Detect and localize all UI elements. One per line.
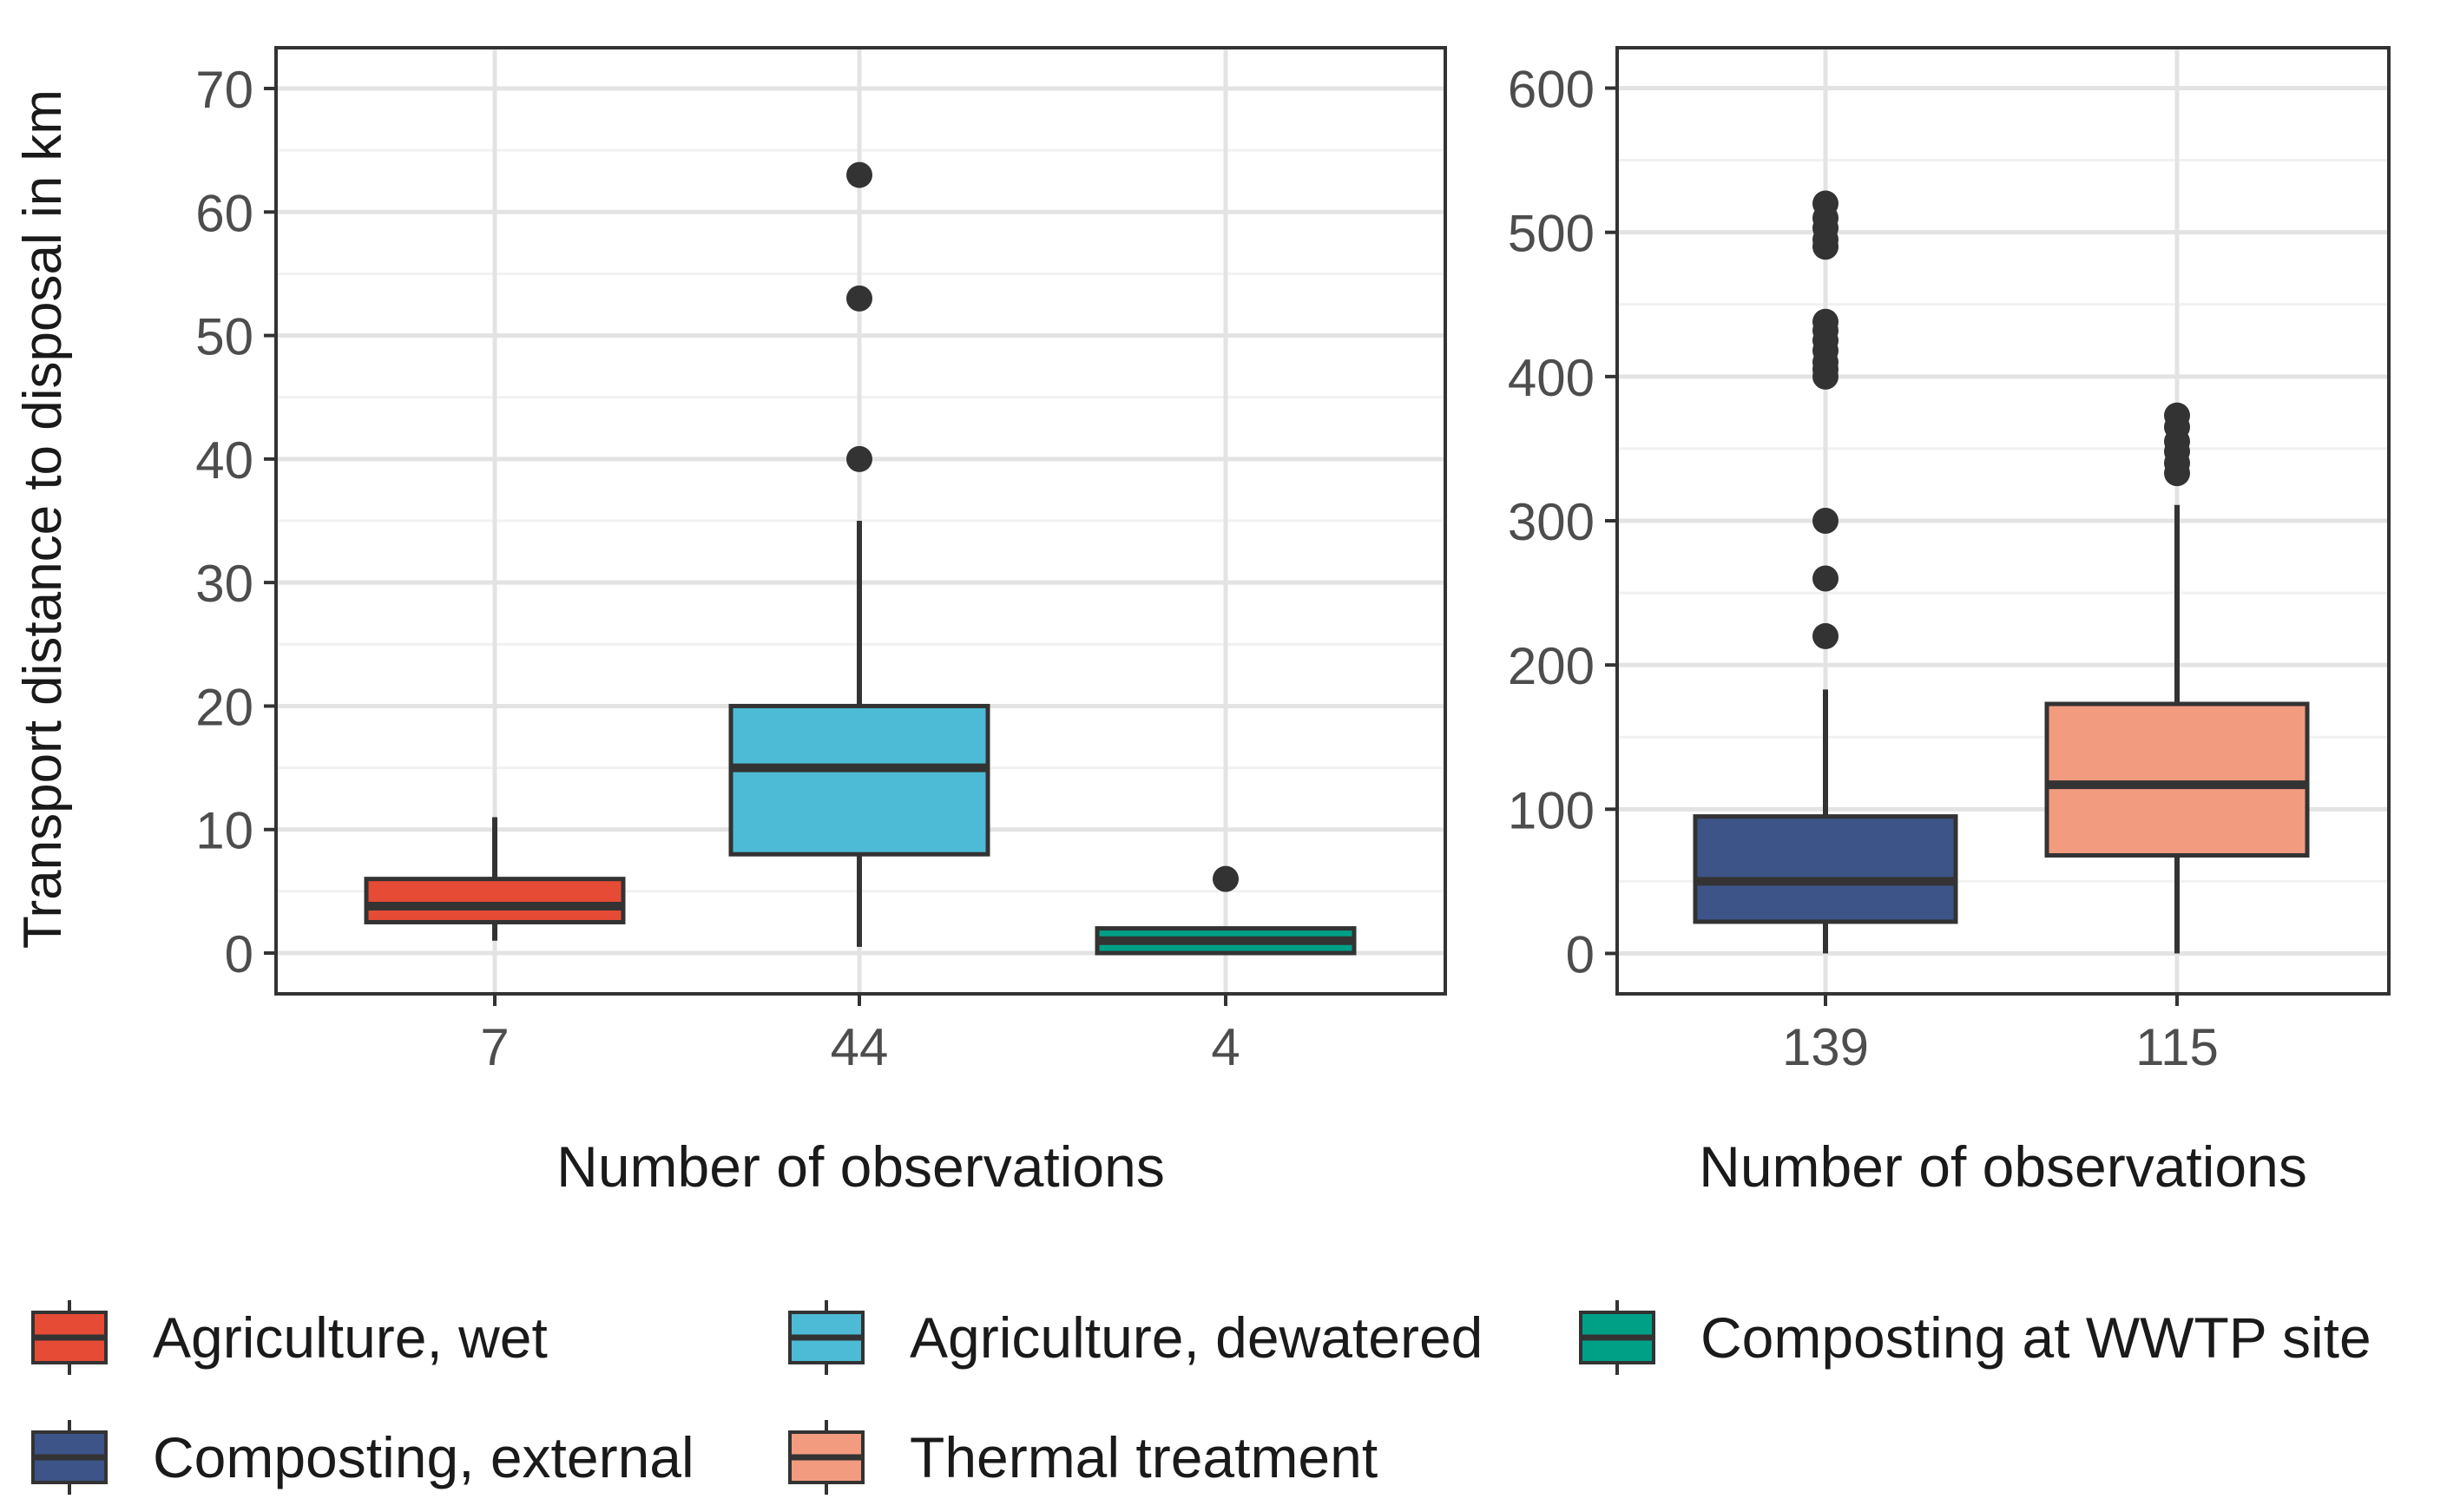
outlier-point bbox=[2164, 402, 2190, 429]
legend-label: Composting, external bbox=[153, 1425, 694, 1489]
y-tick-label: 200 bbox=[1508, 637, 1595, 695]
outlier-point bbox=[1812, 308, 1839, 335]
outlier-point bbox=[1812, 508, 1839, 534]
x-tick-label: 7 bbox=[480, 1018, 509, 1076]
legend-label: Thermal treatment bbox=[910, 1425, 1378, 1489]
y-tick-label: 0 bbox=[1566, 925, 1595, 983]
y-tick-label: 40 bbox=[195, 431, 253, 490]
outlier-point bbox=[846, 161, 872, 188]
box-composting-at-wwtp-site bbox=[1095, 865, 1357, 956]
y-tick-label: 30 bbox=[195, 555, 253, 613]
outlier-point bbox=[1812, 190, 1839, 217]
y-tick-label: 20 bbox=[195, 678, 253, 736]
y-tick-label: 500 bbox=[1508, 205, 1595, 263]
x-axis-label: Number of observations bbox=[556, 1134, 1165, 1199]
right-panel: 0 100 200 300 400 500 600 139 115 Number of obser… bbox=[1508, 46, 2391, 1199]
outlier-point bbox=[1213, 865, 1239, 892]
legend-item: Agriculture, dewatered bbox=[788, 1300, 1483, 1375]
legend: Agriculture, wet Agriculture, dewatered Co… bbox=[31, 1300, 2371, 1495]
outlier-point bbox=[1812, 622, 1839, 649]
box-thermal-treatment bbox=[2044, 402, 2310, 954]
legend-label: Composting at WWTP site bbox=[1700, 1305, 2371, 1370]
box-agriculture-dewatered bbox=[728, 161, 990, 947]
y-tick-label: 50 bbox=[195, 308, 253, 366]
y-tick-label: 400 bbox=[1508, 349, 1595, 407]
legend-label: Agriculture, wet bbox=[153, 1305, 548, 1370]
x-tick-label: 139 bbox=[1782, 1018, 1869, 1076]
outlier-point bbox=[1812, 565, 1839, 592]
x-tick-label: 4 bbox=[1211, 1018, 1240, 1076]
outlier-point bbox=[846, 285, 872, 312]
box-body bbox=[728, 703, 990, 857]
box-composting-external bbox=[1693, 190, 1958, 954]
y-tick-label: 70 bbox=[195, 61, 253, 119]
legend-label: Agriculture, dewatered bbox=[910, 1305, 1483, 1370]
box-body bbox=[2044, 701, 2310, 858]
y-axis-label: Transport distance to disposal in km bbox=[13, 89, 73, 949]
legend-item: Agriculture, wet bbox=[31, 1300, 548, 1375]
x-tick-label: 44 bbox=[831, 1018, 889, 1076]
legend-item: Thermal treatment bbox=[788, 1420, 1378, 1495]
y-tick-label: 300 bbox=[1508, 493, 1595, 551]
y-tick-label: 100 bbox=[1508, 781, 1595, 839]
box-body bbox=[364, 877, 626, 924]
legend-item: Composting at WWTP site bbox=[1579, 1300, 2371, 1375]
y-tick-label: 10 bbox=[195, 802, 253, 860]
y-tick-label: 600 bbox=[1508, 61, 1595, 119]
box-agriculture-wet bbox=[364, 817, 626, 941]
legend-item: Composting, external bbox=[31, 1420, 694, 1495]
box-body bbox=[1693, 814, 1958, 924]
x-tick-label: 115 bbox=[2135, 1018, 2219, 1076]
x-axis-label: Number of observations bbox=[1699, 1134, 2307, 1199]
y-tick-label: 60 bbox=[195, 184, 253, 242]
panel-border bbox=[1615, 46, 2391, 996]
outlier-point bbox=[846, 445, 872, 472]
y-tick-label: 0 bbox=[225, 925, 253, 983]
